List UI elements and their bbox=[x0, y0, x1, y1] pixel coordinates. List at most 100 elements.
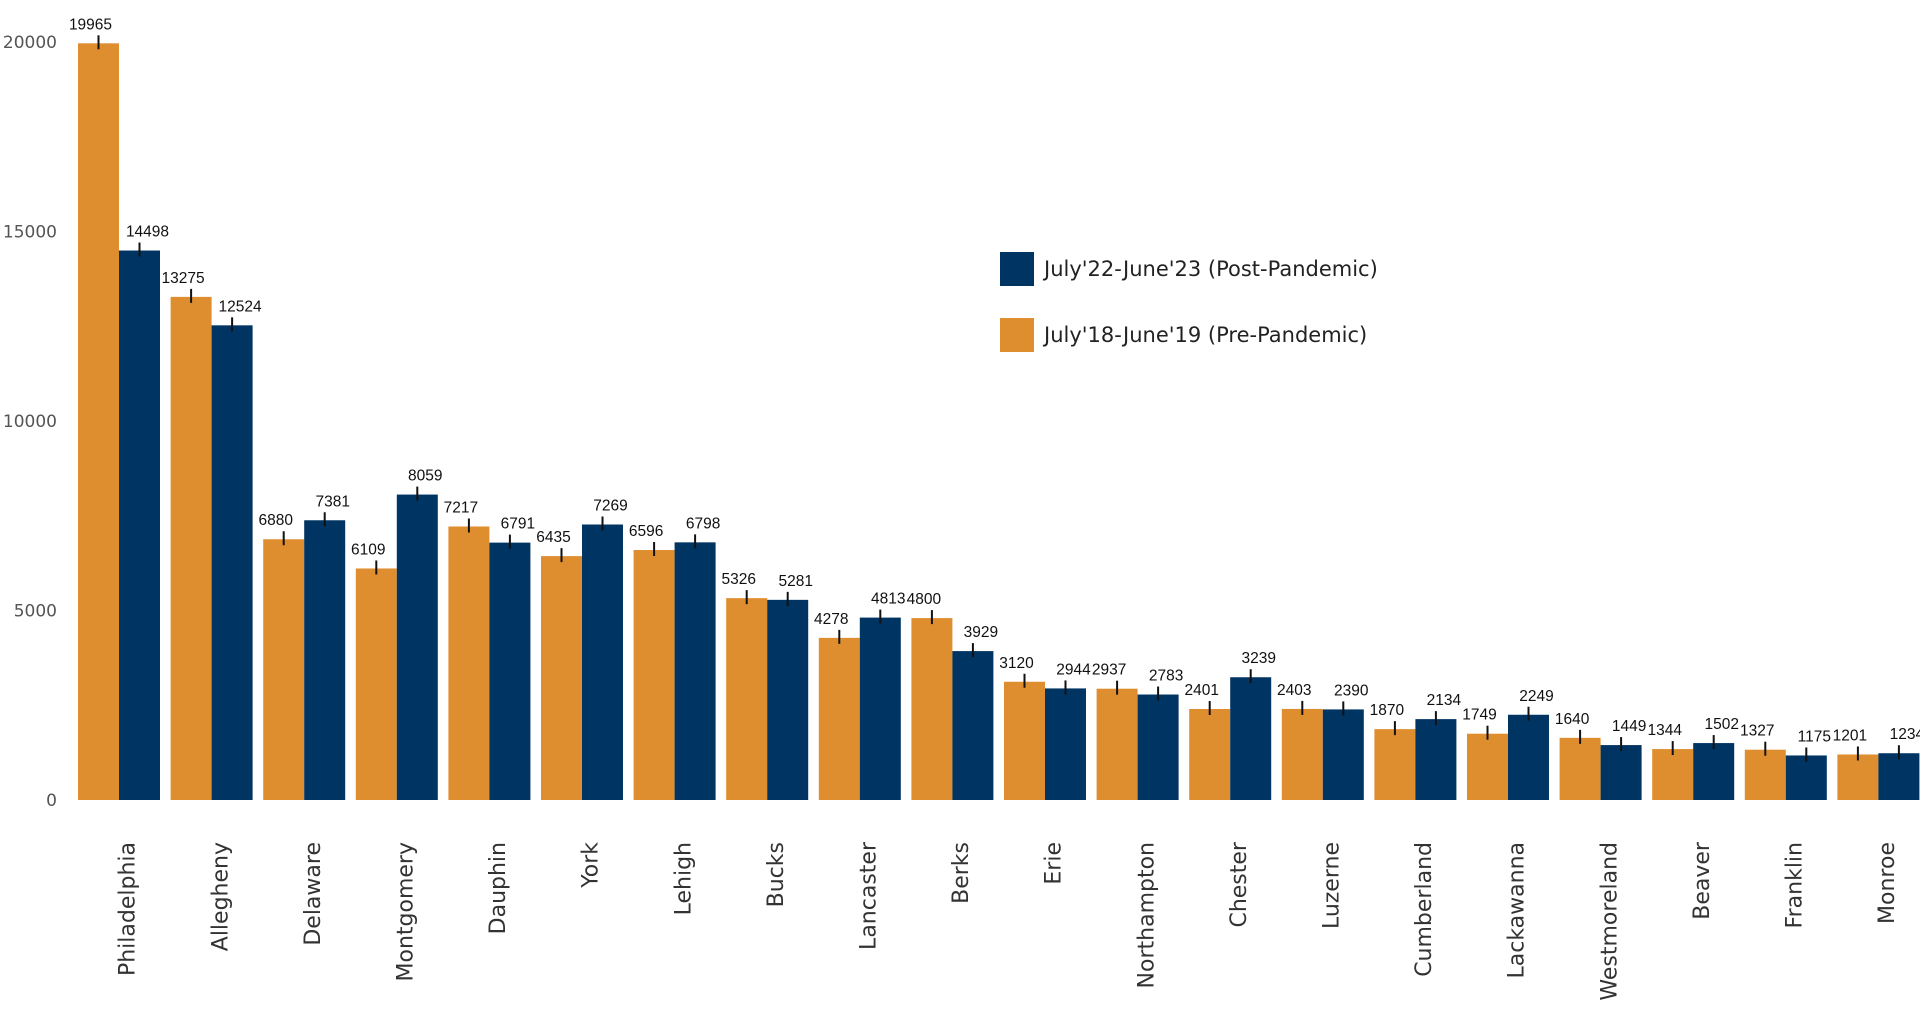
pre-pandemic-bar-delaware bbox=[263, 539, 305, 800]
data-label: 2390 bbox=[1334, 682, 1369, 699]
data-label: 2937 bbox=[1092, 662, 1126, 679]
data-label: 1175 bbox=[1798, 728, 1831, 745]
data-label: 1449 bbox=[1612, 718, 1646, 735]
post-pandemic-bar-lackawanna bbox=[1508, 714, 1549, 800]
category-group-chester bbox=[1189, 677, 1272, 800]
post-pandemic-bar-erie bbox=[1045, 688, 1086, 800]
post-pandemic-bar-monroe bbox=[1878, 753, 1920, 800]
post-pandemic-bar-luzerne bbox=[1322, 709, 1364, 800]
category-group-lehigh bbox=[633, 542, 716, 800]
post-pandemic-bar-northampton bbox=[1137, 694, 1179, 800]
data-label: 7381 bbox=[315, 493, 349, 510]
post-pandemic-bar-lehigh bbox=[674, 542, 716, 800]
data-label: 6791 bbox=[501, 516, 535, 533]
pre-pandemic-bar-chester bbox=[1189, 709, 1231, 800]
x-tick-label: Lehigh bbox=[671, 842, 696, 915]
data-label: 1640 bbox=[1555, 711, 1590, 728]
data-label: 3239 bbox=[1241, 650, 1275, 667]
category-group-westmoreland bbox=[1559, 737, 1642, 800]
pre-pandemic-bar-northampton bbox=[1096, 688, 1138, 800]
pre-pandemic-bar-monroe bbox=[1837, 754, 1879, 800]
post-pandemic-bar-york bbox=[582, 524, 623, 800]
y-axis: 0 5000 10000 15000 20000 bbox=[3, 33, 57, 811]
data-label: 5281 bbox=[778, 573, 812, 590]
data-label: 1201 bbox=[1833, 727, 1867, 744]
data-labels: 19965 14498 13275 12524 6880 7381 6109 80597217… bbox=[69, 16, 1920, 762]
pre-pandemic-bar-lehigh bbox=[633, 550, 675, 800]
pre-pandemic-bar-cumberland bbox=[1374, 729, 1416, 800]
x-axis: Philadelphia Allegheny Delaware Montgomery D… bbox=[116, 841, 1900, 1001]
pre-pandemic-bar-allegheny bbox=[170, 296, 212, 800]
pre-pandemic-bar-beaver bbox=[1652, 749, 1694, 800]
data-label: 1327 bbox=[1740, 723, 1774, 740]
x-tick-label: Franklin bbox=[1783, 842, 1808, 928]
post-pandemic-bar-beaver bbox=[1693, 743, 1735, 800]
x-tick-label: Westmoreland bbox=[1597, 842, 1622, 1001]
pre-pandemic-bar-bucks bbox=[726, 598, 768, 800]
data-label: 6798 bbox=[686, 515, 720, 532]
category-group-dauphin bbox=[448, 526, 531, 800]
post-pandemic-bar-allegheny bbox=[211, 325, 253, 800]
pre-pandemic-bar-dauphin bbox=[448, 526, 490, 800]
data-label: 6435 bbox=[536, 529, 570, 546]
post-pandemic-bar-delaware bbox=[304, 520, 346, 800]
data-label: 4813 bbox=[871, 591, 905, 608]
category-group-lancaster bbox=[818, 617, 901, 800]
data-label: 5326 bbox=[721, 571, 755, 588]
data-label: 6109 bbox=[351, 541, 385, 558]
pre-pandemic-bar-lancaster bbox=[818, 637, 860, 800]
category-group-beaver bbox=[1652, 743, 1735, 800]
data-label: 4800 bbox=[907, 591, 942, 608]
category-group-berks bbox=[911, 618, 994, 800]
pre-pandemic-bar-franklin bbox=[1744, 749, 1786, 800]
legend-label: July'18-June'19 (Pre-Pandemic) bbox=[1042, 323, 1367, 347]
x-tick-label: Philadelphia bbox=[116, 842, 141, 976]
post-pandemic-bar-franklin bbox=[1785, 755, 1827, 800]
post-pandemic-bar-westmoreland bbox=[1600, 745, 1642, 800]
legend-item: July'22-June'23 (Post-Pandemic) bbox=[1000, 252, 1378, 286]
category-group-lackawanna bbox=[1467, 714, 1549, 800]
data-label: 3120 bbox=[999, 655, 1034, 672]
pre-pandemic-bar-berks bbox=[911, 618, 953, 800]
category-group-franklin bbox=[1744, 749, 1827, 800]
data-label: 3929 bbox=[964, 624, 998, 641]
y-tick-label: 15000 bbox=[3, 223, 57, 243]
x-tick-label: Dauphin bbox=[486, 842, 511, 934]
data-label: 1749 bbox=[1462, 707, 1496, 724]
bars bbox=[78, 43, 1920, 801]
x-tick-label: Lackawanna bbox=[1505, 842, 1530, 979]
x-tick-label: Delaware bbox=[301, 842, 326, 946]
x-tick-label: York bbox=[579, 842, 604, 889]
x-tick-label: Chester bbox=[1227, 841, 1252, 927]
x-tick-label: Montgomery bbox=[394, 842, 419, 981]
data-label: 1870 bbox=[1370, 702, 1405, 719]
data-label: 2134 bbox=[1427, 692, 1462, 709]
data-label: 2401 bbox=[1184, 682, 1218, 699]
pre-pandemic-bar-york bbox=[541, 556, 582, 800]
post-pandemic-bar-chester bbox=[1230, 677, 1272, 800]
category-group-monroe bbox=[1837, 753, 1920, 800]
post-pandemic-bar-bucks bbox=[767, 599, 809, 800]
pre-pandemic-bar-montgomery bbox=[355, 568, 397, 800]
x-tick-label: Northampton bbox=[1134, 842, 1159, 988]
pre-pandemic-bar-erie bbox=[1004, 681, 1045, 800]
data-label: 7217 bbox=[444, 499, 478, 516]
data-label: 2249 bbox=[1519, 688, 1553, 705]
data-label: 2783 bbox=[1149, 668, 1183, 685]
x-tick-label: Bucks bbox=[764, 842, 789, 907]
pre-pandemic-bar-philadelphia bbox=[78, 43, 119, 801]
category-group-allegheny bbox=[170, 296, 253, 800]
y-tick-label: 20000 bbox=[3, 33, 57, 53]
data-label: 7269 bbox=[593, 498, 627, 515]
category-group-cumberland bbox=[1374, 719, 1457, 800]
data-label: 6880 bbox=[258, 512, 293, 529]
data-label: 19965 bbox=[69, 16, 112, 33]
x-tick-label: Erie bbox=[1042, 842, 1067, 885]
data-label: 1502 bbox=[1704, 716, 1738, 733]
data-label: 14498 bbox=[126, 224, 169, 241]
category-group-philadelphia bbox=[78, 43, 160, 801]
x-tick-label: Monroe bbox=[1875, 842, 1900, 924]
post-pandemic-bar-dauphin bbox=[489, 542, 531, 800]
x-tick-label: Cumberland bbox=[1412, 842, 1437, 977]
